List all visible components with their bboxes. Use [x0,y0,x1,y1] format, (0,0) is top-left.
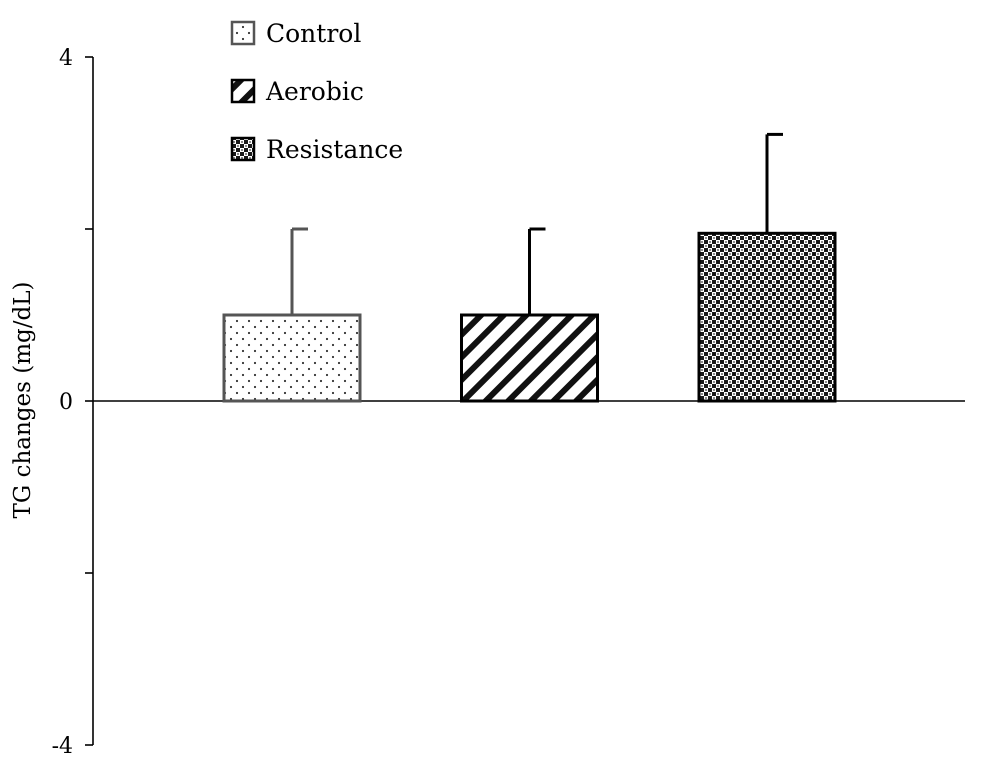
y-tick-label: -4 [52,734,73,759]
y-tick-label: 4 [59,46,73,71]
error-bars [290,132,783,315]
legend-swatch-resistance [230,136,256,162]
bar-control [222,313,362,403]
legend-label-aerobic: Aerobic [265,77,364,106]
legend-swatch-control [230,20,256,46]
legend-item-resistance: Resistance [230,135,403,164]
legend: Control Aerobic Resistance [230,19,403,164]
y-axis-title: TG changes (mg/dL) [10,282,36,519]
legend-swatch-aerobic [230,78,256,104]
y-axis: -4 0 4 [52,46,94,759]
legend-label-resistance: Resistance [266,135,403,164]
y-tick-label: 0 [59,390,73,415]
bar-aerobic [460,313,599,403]
legend-item-aerobic: Aerobic [230,77,364,106]
legend-label-control: Control [266,19,361,48]
bar-resistance [697,231,837,403]
legend-item-control: Control [230,19,361,48]
bars [222,231,837,403]
